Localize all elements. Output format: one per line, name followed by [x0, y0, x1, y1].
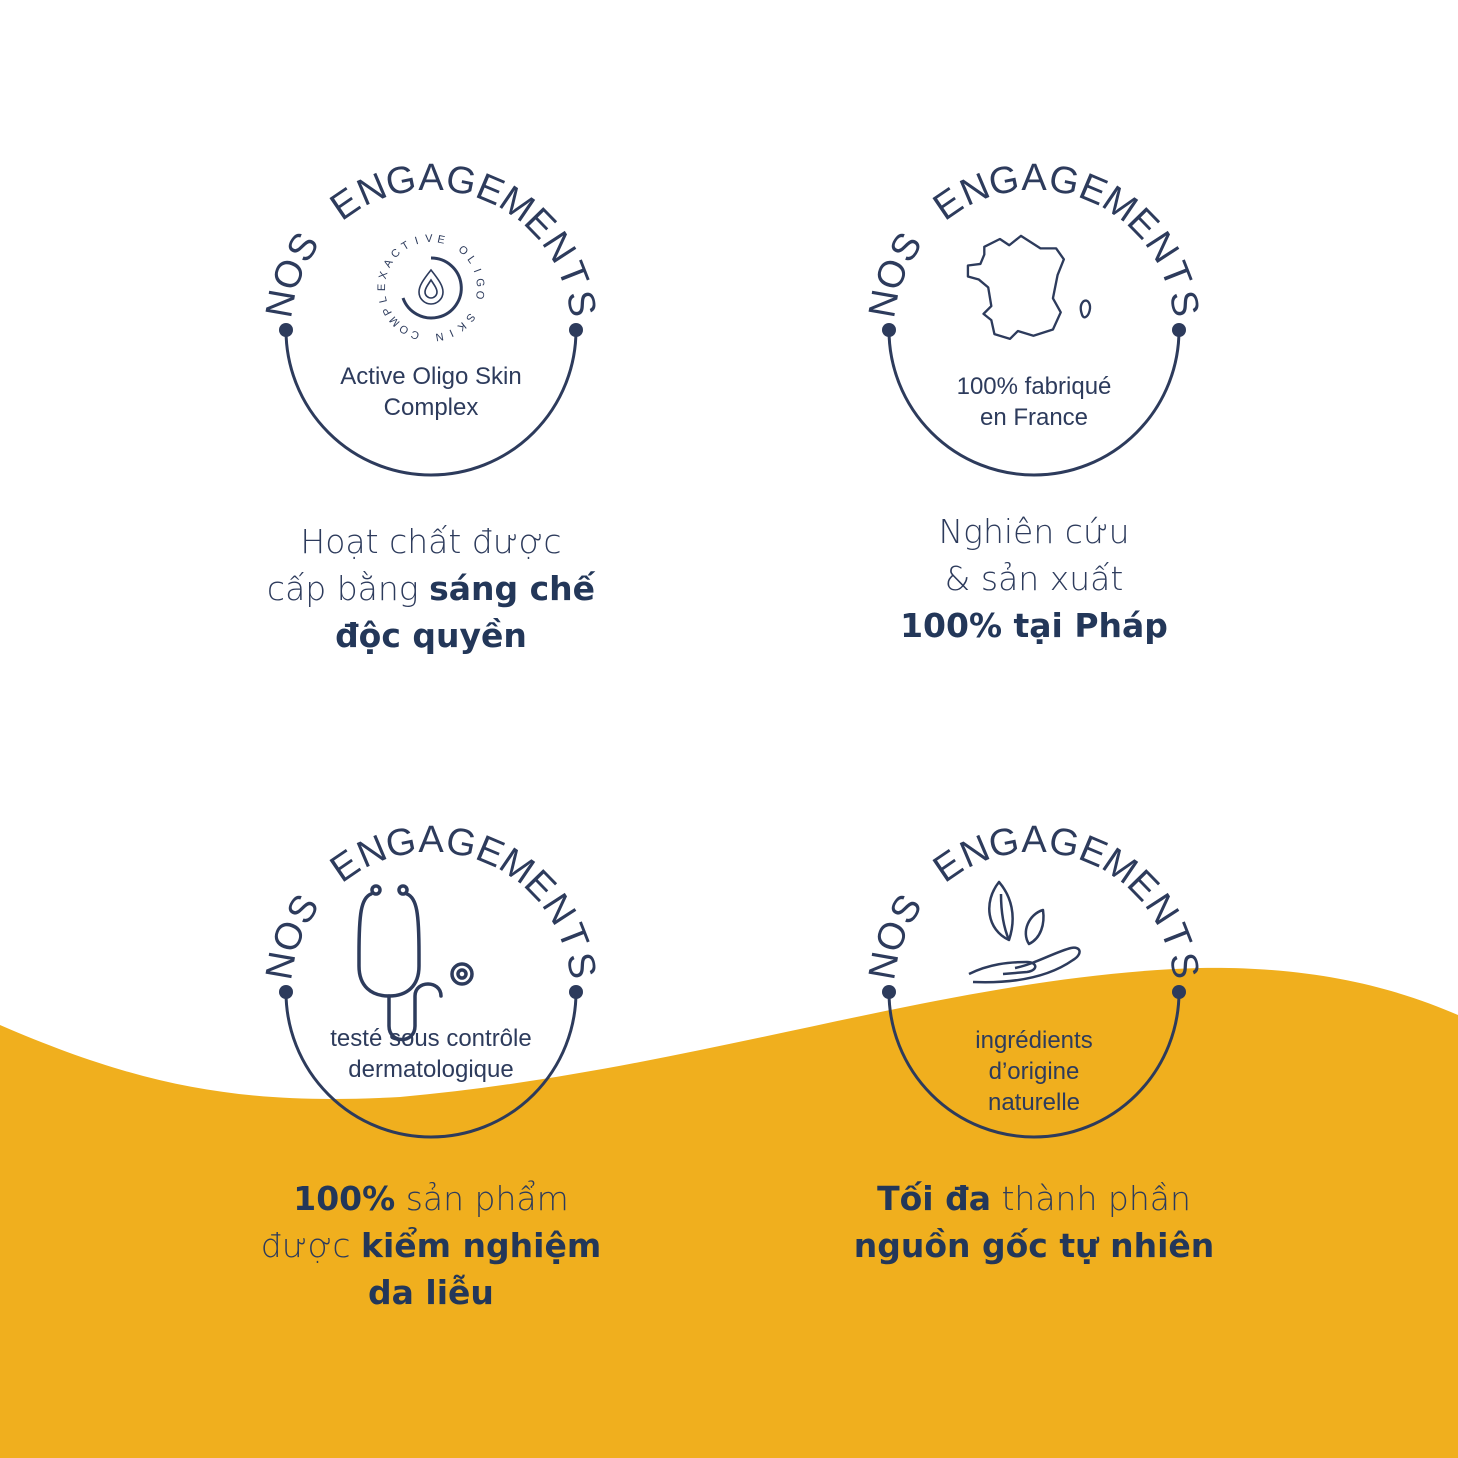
arc-title-letter: S — [1161, 287, 1207, 319]
badge-label-line: ingrédients — [975, 1027, 1093, 1054]
badge-lower-arc — [284, 329, 578, 477]
inner-ring-letter: E — [376, 284, 388, 291]
france-map-icon — [966, 234, 1092, 341]
badge-label-line: dermatologique — [348, 1056, 514, 1083]
badge-lower-arc — [887, 329, 1181, 477]
arc-end-dot — [882, 985, 896, 999]
arc-title-letter: A — [418, 157, 444, 199]
inner-ring-letter: O — [473, 290, 486, 301]
arc-end-dot — [1172, 985, 1186, 999]
caption-bold-text: sáng chế — [429, 569, 596, 608]
caption-text: Nghiên cứu — [938, 512, 1130, 551]
caption-line: cấp bằng sáng chế — [131, 565, 731, 612]
badge-caption: Tối đa thành phần nguồn gốc tự nhiên — [734, 1175, 1334, 1269]
arc-end-dot — [569, 985, 583, 999]
caption-text: sản phẩm — [395, 1179, 569, 1218]
badge-label-line: naturelle — [987, 1089, 1081, 1116]
inner-ring-letter: C — [409, 327, 420, 341]
caption-line: nguồn gốc tự nhiên — [734, 1222, 1334, 1269]
arc-title-letter: S — [558, 949, 604, 981]
caption-line: 100% tại Pháp — [734, 602, 1334, 649]
caption-text: Hoạt chất được — [300, 522, 562, 561]
inner-ring-letter: X — [377, 270, 391, 281]
inner-ring-letter: I — [447, 327, 455, 339]
caption-line: Nghiên cứu — [734, 508, 1334, 555]
arc-end-dot — [882, 323, 896, 337]
arc-title-letter: A — [418, 819, 444, 861]
inner-ring-letter: L — [464, 254, 477, 266]
arc-title-letter: A — [1021, 819, 1047, 861]
badge-label-line: testé sous contrôle — [330, 1025, 532, 1052]
inner-ring-letter: N — [435, 330, 445, 343]
arc-end-dot — [279, 323, 293, 337]
inner-ring-letter: K — [455, 319, 469, 333]
badge-label-line: 100% fabriqué — [956, 373, 1112, 400]
arc-end-dot — [1172, 323, 1186, 337]
badge-label-line: Complex — [383, 394, 479, 421]
caption-text: được — [260, 1226, 362, 1265]
arc-end-dot — [279, 985, 293, 999]
inner-ring-letter: L — [377, 295, 390, 304]
caption-text: thành phần — [990, 1179, 1191, 1218]
inner-ring-letter: T — [400, 239, 412, 253]
badge-label-line: en France — [979, 404, 1089, 431]
arc-title-letter: S — [558, 287, 604, 319]
inner-ring-letter: A — [382, 257, 396, 270]
caption-bold-text: Tối đa — [877, 1179, 991, 1218]
caption-bold-text: nguồn gốc tự nhiên — [853, 1226, 1215, 1265]
inner-ring-letter: I — [414, 235, 420, 247]
caption-bold-text: 100% tại Pháp — [900, 606, 1168, 645]
badge-caption: Nghiên cứu & sản xuất 100% tại Pháp — [734, 508, 1334, 649]
caption-bold-text: 100% — [293, 1179, 396, 1218]
badge-label-line: Active Oligo Skin — [340, 363, 522, 390]
badge-lower-arc — [284, 991, 578, 1139]
arc-title-letter: S — [1161, 949, 1207, 981]
oligo-drop-icon — [401, 256, 463, 320]
caption-text: & sản xuất — [944, 559, 1124, 598]
badge-caption: Hoạt chất được cấp bằng sáng chế độc quyền — [131, 518, 731, 659]
arc-end-dot — [569, 323, 583, 337]
caption-line: da liễu — [131, 1269, 731, 1316]
caption-line: 100% sản phẩm — [131, 1175, 731, 1222]
badge-caption: 100% sản phẩm được kiểm nghiệm da liễu — [131, 1175, 731, 1316]
caption-line: Hoạt chất được — [131, 518, 731, 565]
inner-ring-letter: G — [473, 278, 486, 288]
badge-lower-arc — [887, 991, 1181, 1139]
inner-ring-letter: E — [436, 233, 446, 246]
caption-line: Tối đa thành phần — [734, 1175, 1334, 1222]
inner-ring-letter: V — [425, 233, 434, 245]
inner-ring-letter: C — [389, 247, 403, 261]
inner-ring-letter: O — [456, 243, 471, 258]
inner-ring-letter: M — [387, 314, 402, 329]
caption-line: & sản xuất — [734, 555, 1334, 602]
inner-ring-letter: S — [463, 311, 477, 324]
caption-line: được kiểm nghiệm — [131, 1222, 731, 1269]
caption-bold-text: kiểm nghiệm — [361, 1226, 602, 1265]
caption-line: độc quyền — [131, 612, 731, 659]
stethoscope-icon — [357, 884, 474, 1042]
caption-bold-text: da liễu — [368, 1273, 494, 1312]
inner-ring-letter: P — [381, 305, 395, 317]
arc-title-letter: A — [1021, 157, 1047, 199]
inner-ring-letter: I — [471, 267, 483, 274]
leaf-in-hand-icon — [968, 880, 1081, 984]
caption-bold-text: độc quyền — [335, 616, 527, 655]
badge-label-line: d’origine — [988, 1058, 1080, 1085]
caption-text: cấp bằng — [266, 569, 430, 608]
